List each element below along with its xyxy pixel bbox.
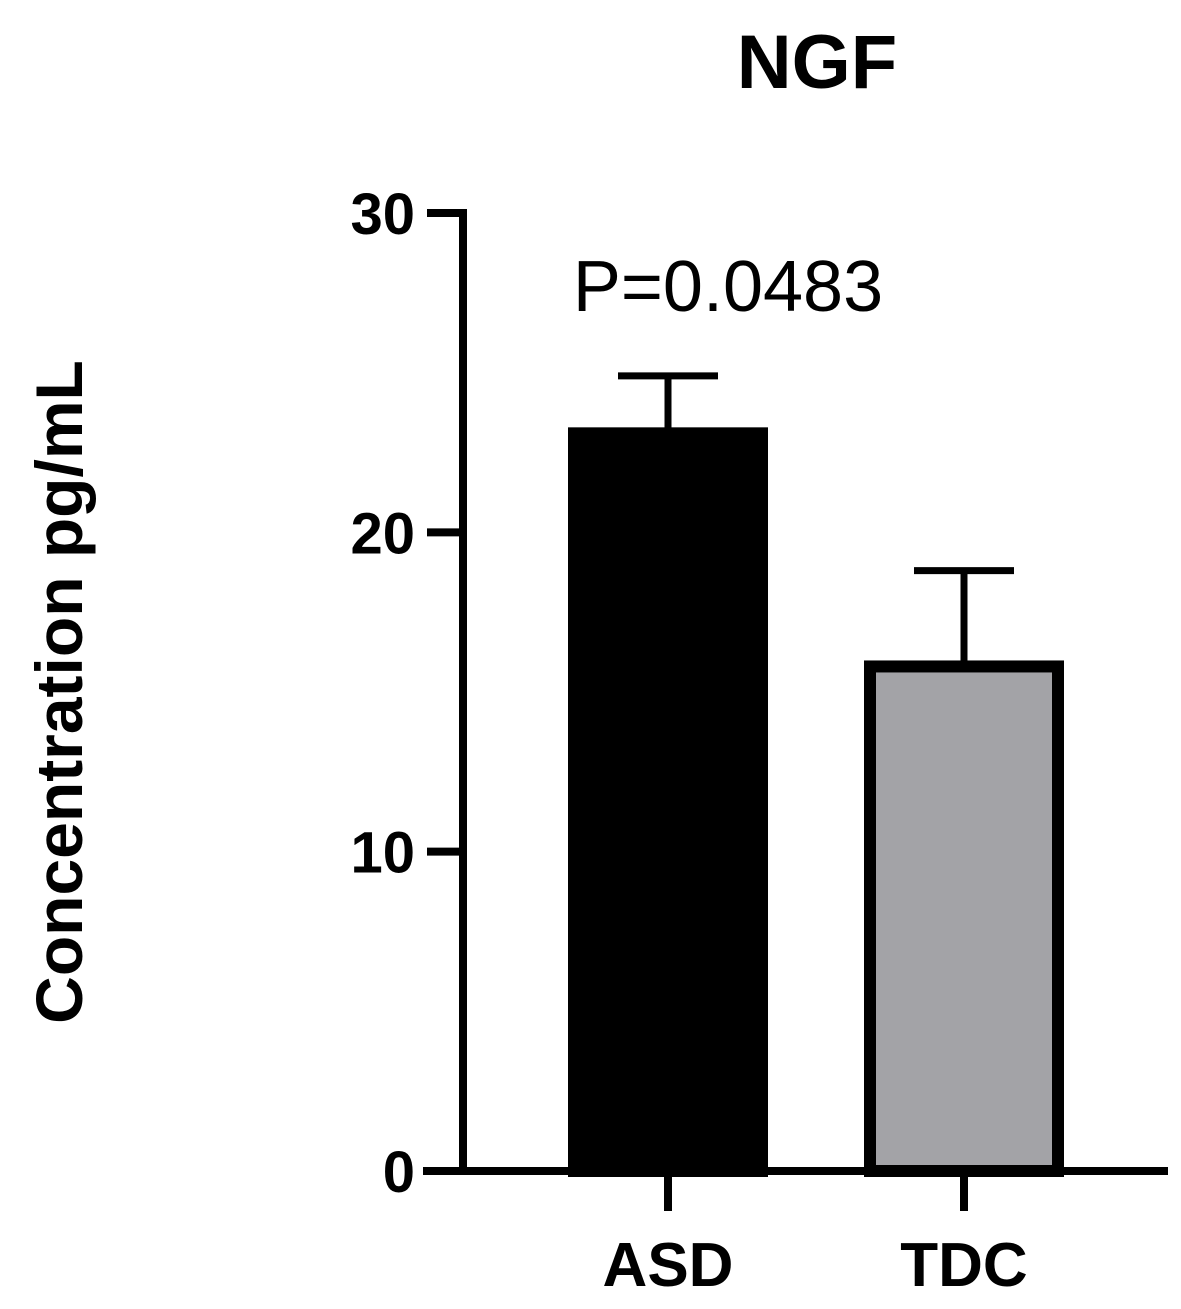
y-tick-label-10: 10 — [350, 821, 415, 886]
y-tick-label-30: 30 — [350, 182, 415, 247]
y-tick-label-20: 20 — [350, 501, 415, 566]
x-tick-label-tdc: TDC — [900, 1231, 1027, 1300]
bar-tdc — [864, 660, 1064, 1177]
bar-asd — [568, 427, 768, 1177]
chart-title: NGF — [737, 20, 897, 105]
y-axis-label: Concentration pg/mL — [22, 360, 96, 1024]
p-value-annotation: P=0.0483 — [573, 247, 883, 327]
y-tick-label-0: 0 — [383, 1140, 415, 1205]
x-tick-label-asd: ASD — [603, 1231, 734, 1300]
